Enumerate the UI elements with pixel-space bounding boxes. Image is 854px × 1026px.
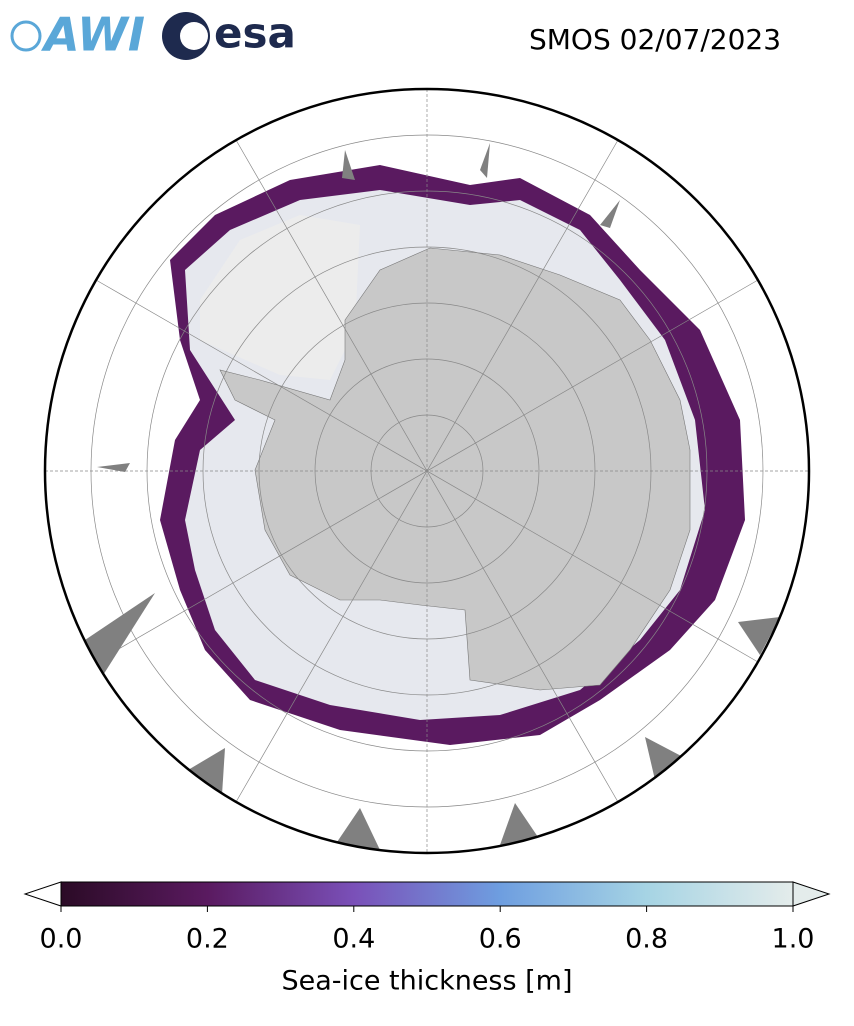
colorbar-tick-label: 0.8 xyxy=(625,924,668,955)
esa-logo: esa xyxy=(162,9,296,60)
awi-logo-text: AWI xyxy=(41,8,145,62)
map-boundary xyxy=(43,87,811,855)
esa-logo-text: esa xyxy=(214,9,296,58)
colorbar-ramp xyxy=(60,881,794,907)
antarctica xyxy=(219,247,691,691)
colorbar-over xyxy=(792,881,831,907)
awi-logo: AWI xyxy=(10,8,145,62)
colorbar-tick-label: 0.0 xyxy=(40,924,83,955)
colorbar-under xyxy=(23,881,62,907)
polar-map xyxy=(45,89,809,853)
colorbar-tick-label: 0.2 xyxy=(186,924,229,955)
colorbar-tick-label: 1.0 xyxy=(772,924,815,955)
weddell-ice xyxy=(200,215,360,380)
colorbar-label: Sea-ice thickness [m] xyxy=(281,966,572,997)
icebergs xyxy=(85,143,780,850)
colorbar-tick-label: 0.4 xyxy=(332,924,375,955)
colorbar-tick-label: 0.6 xyxy=(479,924,522,955)
graticule xyxy=(45,89,809,853)
map-title: SMOS 02/07/2023 xyxy=(529,23,781,56)
colorbar xyxy=(23,881,831,912)
